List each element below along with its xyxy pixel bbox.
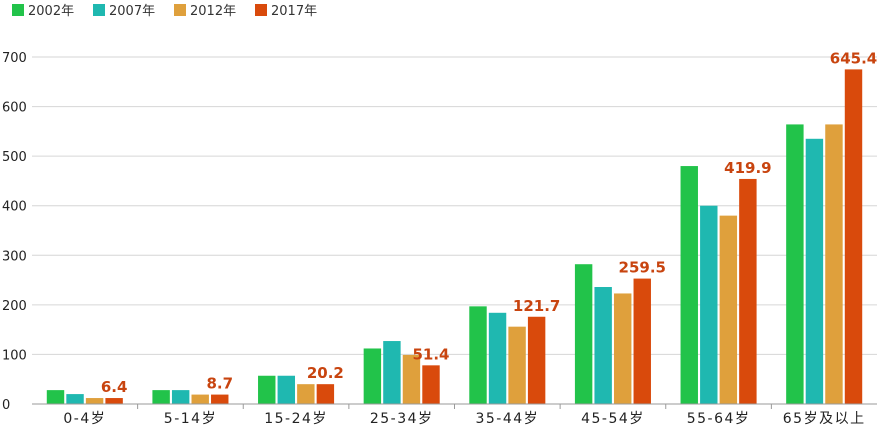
y-tick-label-100: 100 <box>2 348 27 363</box>
x-tick-label-65岁及以上: 65岁及以上 <box>783 411 866 427</box>
bar-2017年-45-54岁 <box>633 278 651 404</box>
bar-2017年-65岁及以上 <box>844 69 863 405</box>
x-tick-label-5-14岁: 5-14岁 <box>164 411 217 427</box>
bar-2007年-15-24岁 <box>277 375 296 404</box>
bar-2002年-55-64岁 <box>680 166 698 404</box>
bar-2007年-35-44岁 <box>488 312 507 404</box>
bar-2012年-55-64岁 <box>719 215 738 404</box>
bar-2002年-15-24岁 <box>258 375 276 404</box>
x-tick-label-15-24岁: 15-24岁 <box>264 411 328 427</box>
legend-swatch-2002年 <box>12 4 24 16</box>
bar-2002年-0-4岁 <box>46 390 65 404</box>
x-tick-label-45-54岁: 45-54岁 <box>581 411 645 427</box>
bar-2007年-0-4岁 <box>66 394 84 404</box>
bar-2007年-5-14岁 <box>171 390 190 404</box>
bar-2012年-65岁及以上 <box>825 124 843 404</box>
data-label-25-34岁: 51.4 <box>412 345 449 363</box>
data-label-65岁及以上: 645.4 <box>830 49 877 67</box>
x-tick-label-55-64岁: 55-64岁 <box>687 411 751 427</box>
bar-2012年-45-54岁 <box>613 293 632 404</box>
legend-label-2002年: 2002年 <box>28 4 74 19</box>
x-tick-label-35-44岁: 35-44岁 <box>475 411 539 427</box>
bar-2017年-55-64岁 <box>739 178 757 404</box>
y-tick-label-200: 200 <box>2 299 27 314</box>
y-tick-label-600: 600 <box>2 101 27 116</box>
bar-2002年-25-34岁 <box>363 348 382 404</box>
bar-2002年-45-54岁 <box>574 264 593 404</box>
bar-2007年-25-34岁 <box>383 341 401 404</box>
y-tick-label-500: 500 <box>2 150 27 165</box>
bar-2012年-15-24岁 <box>297 384 315 404</box>
legend: 2002年 2007年 2012年 2017年 <box>12 4 317 19</box>
legend-swatch-2007年 <box>93 4 105 16</box>
bar-2007年-55-64岁 <box>700 205 718 404</box>
bars <box>46 69 863 405</box>
legend-swatch-2012年 <box>174 4 186 16</box>
data-label-45-54岁: 259.5 <box>619 259 666 277</box>
data-label-35-44岁: 121.7 <box>513 297 560 315</box>
bar-2002年-35-44岁 <box>469 306 487 404</box>
gridlines <box>32 56 877 355</box>
bar-2007年-45-54岁 <box>594 287 612 404</box>
bar-2017年-0-4岁 <box>105 398 123 404</box>
bar-2007年-65岁及以上 <box>805 138 824 405</box>
bar-2017年-35-44岁 <box>527 316 546 404</box>
legend-label-2012年: 2012年 <box>190 4 236 19</box>
bar-2012年-35-44岁 <box>508 326 526 404</box>
bar-2002年-5-14岁 <box>152 390 170 404</box>
bar-2017年-5-14岁 <box>211 394 229 404</box>
bar-2012年-0-4岁 <box>85 398 104 404</box>
data-label-55-64岁: 419.9 <box>724 159 771 177</box>
data-label-5-14岁: 8.7 <box>206 375 233 393</box>
x-tick-label-25-34岁: 25-34岁 <box>370 411 434 427</box>
bar-2017年-25-34岁 <box>422 365 440 404</box>
legend-label-2017年: 2017年 <box>271 4 317 19</box>
data-labels: 6.4 8.7 20.2 51.4 121.7 259.5 419.9 645.4 <box>101 49 877 396</box>
data-label-15-24岁: 20.2 <box>307 364 344 382</box>
bar-2012年-25-34岁 <box>402 354 421 404</box>
bar-2002年-65岁及以上 <box>786 124 804 404</box>
data-label-0-4岁: 6.4 <box>101 378 128 396</box>
y-axis: 0 100 200 300 400 500 600 700 <box>2 51 27 413</box>
x-tick-label-0-4岁: 0-4岁 <box>63 411 106 427</box>
legend-label-2007年: 2007年 <box>109 4 155 19</box>
y-tick-label-400: 400 <box>2 200 27 215</box>
x-axis: 0-4岁 5-14岁 15-24岁 25-34岁 35-44岁 45-54岁 55-64岁 6… <box>32 403 877 427</box>
bar-2017年-15-24岁 <box>316 384 335 404</box>
y-tick-label-700: 700 <box>2 51 27 66</box>
legend-swatch-2017年 <box>255 4 267 16</box>
bar-2012年-5-14岁 <box>191 394 209 404</box>
y-tick-label-300: 300 <box>2 249 27 264</box>
y-tick-label-0: 0 <box>2 398 10 413</box>
